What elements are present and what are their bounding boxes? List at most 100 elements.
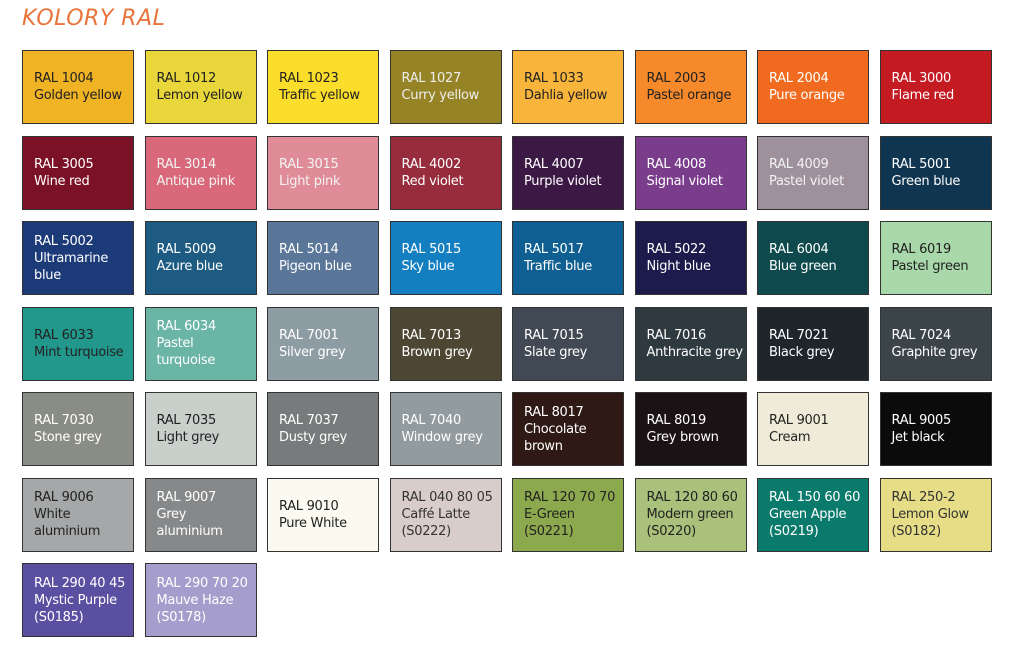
- color-swatch: RAL 290 40 45 Mystic Purple (S0185): [22, 563, 134, 637]
- swatch-code: RAL 1023: [279, 71, 339, 86]
- swatch-code: RAL 5014: [279, 242, 339, 257]
- swatch-code: RAL 3014: [156, 156, 217, 172]
- color-swatch: RAL 3014 Antique pink: [144, 135, 257, 210]
- color-swatch: RAL 5015 Sky blue: [389, 221, 502, 295]
- swatch-code: RAL 8019: [646, 413, 707, 428]
- color-swatch: RAL 250-2 Lemon Glow (S0182): [879, 477, 992, 552]
- swatch-name: Anthracite grey: [646, 344, 744, 360]
- color-swatch: RAL 6019 Pastel green: [879, 221, 992, 295]
- color-swatch: RAL 7035 Light grey: [144, 392, 257, 466]
- color-swatch: RAL 5014 Pigeon blue: [267, 221, 379, 295]
- swatch-name: Flame red: [891, 88, 955, 103]
- swatch-code: RAL 5009: [156, 242, 217, 257]
- swatch-code: RAL 6034: [156, 319, 217, 334]
- swatch-name: Traffic blue: [524, 259, 592, 274]
- swatch-name: Green Apple (S0219): [769, 507, 847, 539]
- swatch-name: Mint turquoise: [34, 344, 124, 360]
- swatch-code: RAL 1004: [34, 71, 94, 86]
- color-swatch: RAL 5022 Night blue: [634, 221, 747, 295]
- swatch-code: RAL 4008: [646, 156, 707, 172]
- swatch-name: Mauve Haze (S0178): [156, 592, 234, 625]
- color-swatch: RAL 8017 Chocolate brown: [512, 392, 624, 466]
- color-swatch: RAL 7021 Black grey: [757, 306, 869, 381]
- swatch-name: Jet black: [891, 430, 945, 445]
- swatch-name: Golden yellow: [34, 88, 122, 103]
- swatch-code: RAL 2004: [769, 71, 829, 86]
- swatch-name: White aluminium: [34, 507, 101, 539]
- swatch-code: RAL 7021: [769, 327, 829, 343]
- color-swatch: RAL 9010 Pure White: [267, 477, 379, 552]
- swatch-code: RAL 040 80 05: [401, 490, 493, 505]
- swatch-code: RAL 4009: [769, 156, 829, 172]
- swatch-code: RAL 9006: [34, 490, 94, 505]
- color-swatch: RAL 120 70 70 E-Green (S0221): [512, 477, 624, 552]
- swatch-name: Azure blue: [156, 259, 224, 274]
- color-swatch: RAL 8019 Grey brown: [634, 392, 747, 466]
- swatch-name: Pure White: [279, 515, 347, 531]
- swatch-code: RAL 6033: [34, 327, 94, 343]
- color-swatch: RAL 290 70 20 Mauve Haze (S0178): [144, 563, 257, 637]
- color-swatch-grid: RAL 1004 Golden yellow RAL 1012 Lemon yello…: [22, 50, 992, 637]
- color-swatch: RAL 6004 Blue green: [757, 221, 869, 295]
- color-swatch: RAL 4002 Red violet: [389, 135, 502, 210]
- color-swatch: RAL 1033 Dahlia yellow: [512, 50, 624, 124]
- color-swatch: RAL 3000 Flame red: [879, 50, 992, 124]
- swatch-name: Green blue: [891, 173, 961, 189]
- color-swatch: RAL 9005 Jet black: [879, 392, 992, 466]
- color-swatch: RAL 9006 White aluminium: [22, 477, 134, 552]
- color-swatch: RAL 7037 Dusty grey: [267, 392, 379, 466]
- swatch-code: RAL 9010: [279, 498, 339, 514]
- color-swatch: RAL 1027 Curry yellow: [389, 50, 502, 124]
- swatch-name: Caffé Latte (S0222): [401, 507, 471, 539]
- color-swatch: RAL 7016 Anthracite grey: [634, 306, 747, 381]
- swatch-name: E-Green (S0221): [524, 507, 575, 539]
- swatch-code: RAL 6019: [891, 242, 952, 257]
- swatch-code: RAL 5017: [524, 242, 584, 257]
- swatch-name: Stone grey: [34, 430, 102, 445]
- swatch-code: RAL 120 70 70: [524, 490, 616, 505]
- swatch-code: RAL 4007: [524, 156, 584, 172]
- swatch-code: RAL 5022: [646, 242, 707, 257]
- swatch-name: Chocolate brown: [524, 421, 587, 454]
- swatch-code: RAL 3005: [34, 156, 94, 172]
- swatch-name: Traffic yellow: [279, 88, 360, 103]
- color-swatch: RAL 5009 Azure blue: [144, 221, 257, 295]
- color-swatch: RAL 7024 Graphite grey: [879, 306, 992, 381]
- swatch-code: RAL 250-2: [891, 490, 956, 505]
- color-swatch: RAL 4007 Purple violet: [512, 135, 624, 210]
- color-swatch: RAL 7030 Stone grey: [22, 392, 134, 466]
- swatch-code: RAL 2003: [646, 71, 707, 86]
- swatch-name: Lemon yellow: [156, 88, 243, 103]
- swatch-name: Modern green (S0220): [646, 507, 734, 539]
- swatch-code: RAL 5002: [34, 233, 94, 249]
- color-swatch: RAL 4009 Pastel violet: [757, 135, 869, 210]
- swatch-name: Brown grey: [401, 344, 473, 360]
- swatch-name: Antique pink: [156, 173, 236, 189]
- color-swatch: RAL 040 80 05 Caffé Latte (S0222): [389, 477, 502, 552]
- swatch-code: RAL 150 60 60: [769, 490, 861, 505]
- swatch-name: Lemon Glow (S0182): [891, 507, 970, 539]
- color-swatch: RAL 1023 Traffic yellow: [267, 50, 379, 124]
- color-swatch: RAL 120 80 60 Modern green (S0220): [634, 477, 747, 552]
- swatch-name: Slate grey: [524, 344, 588, 360]
- color-swatch: RAL 9007 Grey aluminium: [144, 477, 257, 552]
- swatch-code: RAL 7030: [34, 413, 94, 428]
- swatch-code: RAL 290 40 45: [34, 575, 126, 591]
- color-swatch: RAL 1012 Lemon yellow: [144, 50, 257, 124]
- swatch-code: RAL 5015: [401, 242, 462, 257]
- swatch-name: Pastel orange: [646, 88, 732, 103]
- swatch-name: Wine red: [34, 173, 90, 189]
- color-swatch: RAL 7001 Silver grey: [267, 306, 379, 381]
- swatch-code: RAL 7015: [524, 327, 584, 343]
- swatch-code: RAL 7040: [401, 413, 462, 428]
- swatch-name: Night blue: [646, 259, 711, 274]
- swatch-code: RAL 1033: [524, 71, 584, 86]
- swatch-name: Mystic Purple (S0185): [34, 592, 117, 625]
- swatch-name: Dusty grey: [279, 430, 347, 445]
- swatch-name: Window grey: [401, 430, 483, 445]
- swatch-code: RAL 5001: [891, 156, 952, 172]
- swatch-code: RAL 6004: [769, 242, 829, 257]
- swatch-code: RAL 7001: [279, 327, 339, 343]
- swatch-name: Blue green: [769, 259, 837, 274]
- swatch-code: RAL 120 80 60: [646, 490, 738, 505]
